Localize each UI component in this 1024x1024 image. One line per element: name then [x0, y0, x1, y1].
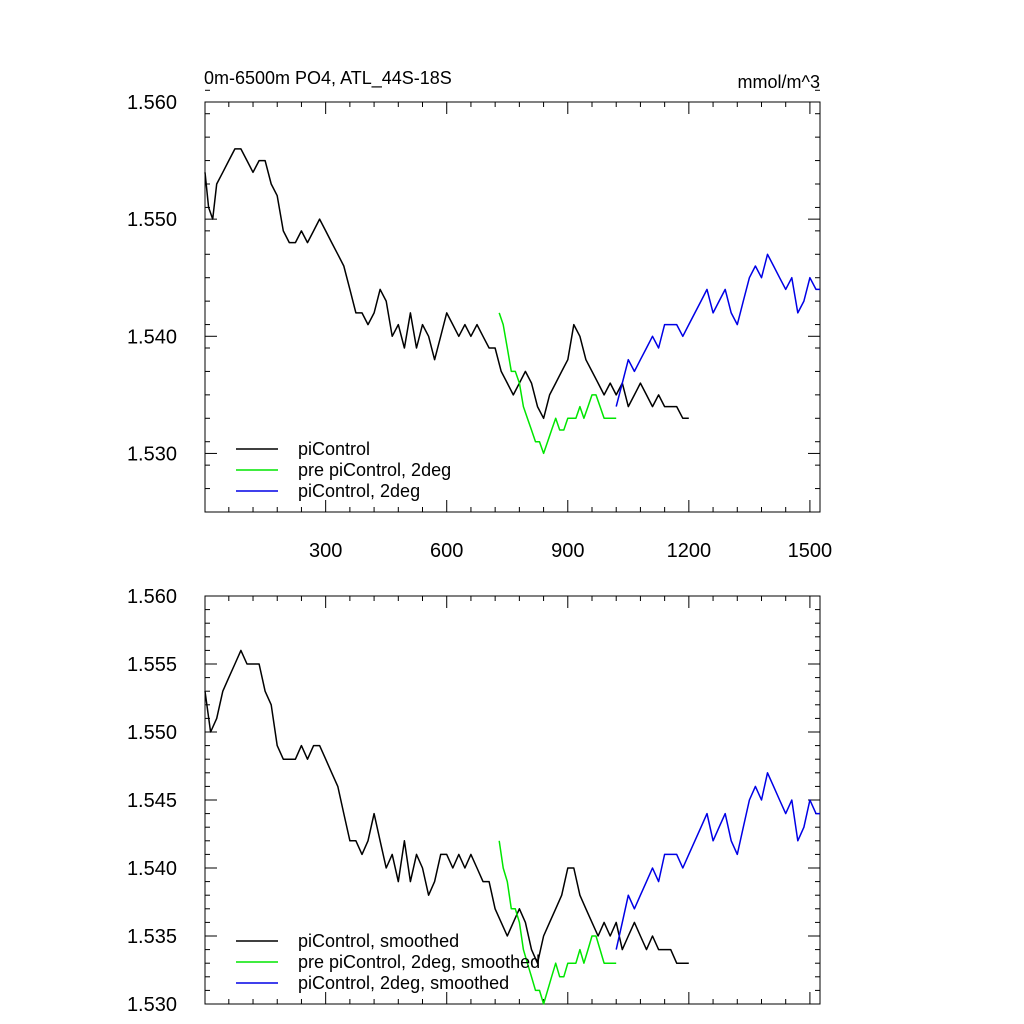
y-tick-label: 1.535 [127, 926, 177, 948]
plot-frame [204, 101, 821, 513]
y-tick-label: 1.530 [127, 994, 177, 1016]
y-tick-label: 1.560 [127, 92, 177, 114]
x-tick-label: 1200 [667, 540, 712, 562]
figure-units: mmol/m^3 [738, 72, 820, 92]
y-tick-label: 1.550 [127, 722, 177, 744]
y-tick-label: 1.530 [127, 443, 177, 465]
legend-label: piControl, 2deg [298, 481, 420, 501]
series-line [204, 649, 689, 964]
legend-label: piControl [298, 439, 370, 459]
x-tick-label: 1500 [788, 540, 833, 562]
legend-label: pre piControl, 2deg [298, 460, 451, 480]
figure-title: 0m-6500m PO4, ATL_44S-18S [204, 68, 452, 89]
x-tick-label: 900 [551, 540, 584, 562]
series-line [204, 148, 689, 420]
y-tick-label: 1.555 [127, 654, 177, 676]
x-tick-label: 600 [430, 540, 463, 562]
y-tick-label: 1.560 [127, 586, 177, 608]
legend-label: piControl, smoothed [298, 931, 459, 951]
x-tick-label: 300 [309, 540, 342, 562]
legend-label: pre piControl, 2deg, smoothed [298, 952, 540, 972]
legend-label: piControl, 2deg, smoothed [298, 973, 509, 993]
series-line [615, 772, 820, 950]
series-line [498, 840, 617, 1005]
y-tick-label: 1.540 [127, 858, 177, 880]
series-line [615, 253, 820, 407]
top-panel: 300 600 900 1200 1500 1.530 1.540 1.550 1.560 piC… [127, 89, 833, 562]
bottom-panel: 1.530 1.535 1.540 1.545 1.550 1.555 1.560 piCon… [127, 586, 821, 1016]
series-line [498, 312, 617, 455]
y-tick-label: 1.550 [127, 209, 177, 231]
y-tick-label: 1.540 [127, 326, 177, 348]
y-tick-label: 1.545 [127, 790, 177, 812]
